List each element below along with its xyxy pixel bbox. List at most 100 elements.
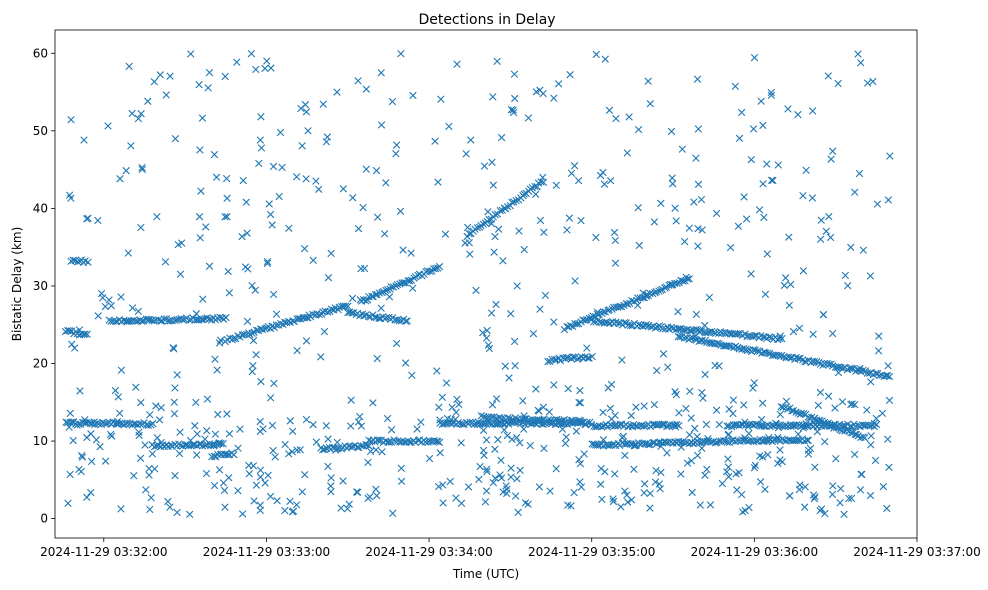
x-axis-label: Time (UTC) bbox=[452, 567, 519, 581]
data-point-clutter bbox=[134, 114, 143, 123]
data-point-clutter bbox=[604, 384, 612, 392]
data-point-clutter bbox=[787, 422, 795, 431]
data-point-clutter bbox=[838, 398, 847, 406]
data-point-clutter bbox=[243, 229, 251, 237]
data-point-clutter bbox=[117, 366, 126, 374]
data-point-clutter bbox=[885, 463, 893, 471]
data-point-clutter bbox=[704, 435, 712, 443]
data-point-clutter bbox=[816, 507, 824, 515]
data-point-clutter bbox=[539, 173, 547, 182]
data-point-clutter bbox=[347, 396, 355, 404]
data-point-clutter bbox=[298, 488, 306, 496]
data-point-clutter bbox=[756, 452, 764, 460]
data-point-clutter bbox=[532, 88, 541, 96]
data-point-clutter bbox=[845, 494, 853, 503]
data-point-clutter bbox=[135, 428, 143, 436]
data-point-clutter bbox=[483, 467, 491, 476]
data-point-clutter bbox=[513, 475, 521, 483]
data-point-clutter bbox=[599, 408, 607, 417]
data-point-clutter bbox=[461, 239, 469, 247]
data-point-track-q bbox=[634, 320, 643, 329]
data-point-clutter bbox=[271, 453, 279, 461]
data-point-clutter bbox=[618, 356, 626, 364]
data-point-track-u bbox=[768, 421, 776, 430]
data-point-clutter bbox=[598, 495, 606, 503]
data-point-clutter bbox=[157, 404, 165, 412]
data-point-clutter bbox=[554, 80, 563, 88]
data-point-clutter bbox=[520, 412, 528, 420]
data-point-clutter bbox=[693, 432, 701, 441]
data-point-clutter bbox=[675, 409, 683, 417]
data-point-clutter bbox=[369, 399, 377, 407]
data-point-clutter bbox=[78, 451, 86, 460]
data-point-clutter bbox=[78, 453, 87, 461]
data-point-clutter bbox=[609, 495, 617, 503]
data-point-clutter bbox=[511, 492, 520, 500]
data-point-clutter bbox=[611, 470, 619, 478]
data-point-clutter bbox=[515, 227, 523, 235]
data-point-clutter bbox=[610, 228, 619, 237]
data-point-clutter bbox=[304, 127, 312, 135]
data-point-track-v bbox=[836, 426, 844, 434]
data-point-clutter bbox=[672, 217, 680, 225]
data-point-clutter bbox=[273, 497, 281, 505]
data-point-track-f bbox=[293, 315, 301, 323]
data-point-clutter bbox=[385, 293, 394, 301]
data-point-track-b bbox=[123, 419, 132, 427]
data-point-clutter bbox=[166, 72, 174, 80]
data-point-clutter bbox=[692, 310, 701, 319]
data-point-clutter bbox=[764, 451, 772, 459]
data-point-clutter bbox=[563, 226, 571, 234]
data-point-clutter bbox=[153, 213, 161, 221]
data-point-track-a bbox=[101, 419, 109, 428]
data-point-clutter bbox=[599, 436, 608, 444]
data-point-clutter bbox=[592, 233, 600, 242]
data-point-clutter bbox=[619, 432, 628, 440]
data-point-clutter bbox=[886, 152, 894, 160]
data-point-clutter bbox=[532, 385, 540, 393]
data-point-clutter bbox=[821, 437, 829, 446]
data-point-clutter bbox=[146, 411, 154, 419]
data-point-clutter bbox=[576, 386, 584, 395]
data-point-clutter bbox=[151, 465, 159, 473]
data-point-clutter bbox=[605, 106, 614, 115]
data-point-track-p bbox=[605, 305, 613, 314]
data-point-clutter bbox=[513, 282, 521, 290]
data-point-clutter bbox=[581, 420, 589, 429]
data-point-track-v bbox=[816, 416, 824, 424]
data-point-clutter bbox=[657, 468, 665, 477]
data-point-clutter bbox=[137, 110, 145, 118]
data-point-clutter bbox=[491, 232, 499, 241]
data-point-track-w bbox=[562, 418, 571, 426]
data-point-track-k bbox=[320, 445, 329, 454]
data-point-clutter bbox=[285, 224, 293, 232]
data-point-track-f bbox=[229, 334, 238, 343]
data-point-clutter bbox=[197, 187, 205, 195]
data-point-clutter bbox=[694, 224, 702, 233]
data-point-track-h bbox=[389, 283, 398, 291]
data-point-clutter bbox=[176, 428, 184, 436]
data-point-track-n bbox=[491, 210, 499, 219]
data-point-clutter bbox=[117, 293, 125, 301]
data-point-clutter bbox=[576, 459, 585, 468]
data-point-track-o bbox=[584, 354, 592, 362]
data-point-clutter bbox=[696, 501, 704, 509]
data-point-track-i bbox=[150, 442, 159, 451]
data-point-track-f bbox=[295, 315, 303, 323]
data-point-clutter bbox=[715, 420, 724, 429]
data-point-clutter bbox=[847, 400, 855, 409]
data-point-clutter bbox=[302, 337, 311, 345]
data-point-clutter bbox=[339, 477, 347, 485]
data-point-clutter bbox=[635, 241, 643, 250]
data-point-clutter bbox=[107, 302, 116, 310]
data-point-clutter bbox=[186, 510, 194, 519]
data-point-clutter bbox=[516, 466, 524, 475]
data-point-clutter bbox=[725, 473, 733, 481]
data-point-clutter bbox=[327, 474, 335, 482]
data-point-clutter bbox=[83, 433, 91, 442]
data-point-clutter bbox=[309, 420, 317, 429]
data-point-clutter bbox=[632, 403, 640, 411]
data-point-track-s bbox=[835, 363, 843, 371]
data-point-track-s bbox=[719, 342, 728, 350]
data-point-track-t bbox=[689, 439, 697, 448]
